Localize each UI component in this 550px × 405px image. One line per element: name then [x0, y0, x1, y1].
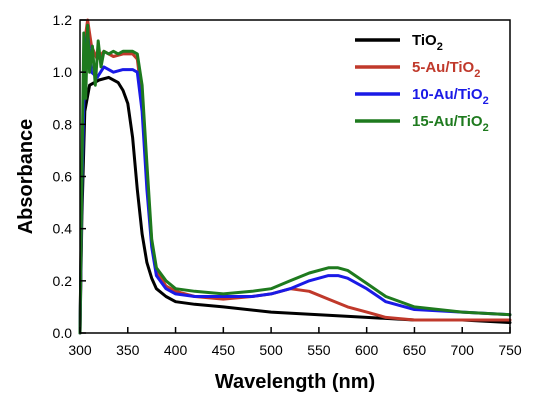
series-line-4 [78, 23, 512, 335]
legend: TiO2 5-Au/TiO2 10-Au/TiO2 15-Au/TiO2 [355, 32, 489, 134]
x-tick-label: 400 [164, 342, 188, 358]
x-tick-label: 600 [355, 342, 379, 358]
x-tick-label: 650 [403, 342, 427, 358]
y-tick-label: 0.6 [53, 169, 73, 185]
x-tick-label: 300 [68, 342, 92, 358]
series-line-3 [78, 31, 512, 335]
x-tick-label: 350 [116, 342, 140, 358]
x-axis-title: Wavelength (nm) [215, 371, 375, 393]
y-tick-label: 0.8 [53, 116, 73, 132]
series-line-1 [78, 75, 512, 335]
x-tick-label: 750 [498, 342, 522, 358]
legend-label-2: 5-Au/TiO2 [412, 59, 480, 80]
legend-label-4: 15-Au/TiO2 [412, 113, 489, 134]
x-tick-label: 450 [212, 342, 236, 358]
plot-lines [78, 18, 512, 335]
y-tick-label: 0.2 [53, 273, 73, 289]
y-tick-label: 1.2 [53, 12, 73, 28]
x-tick-label: 700 [451, 342, 475, 358]
y-tick-label: 1.0 [53, 64, 73, 80]
y-tick-label: 0.0 [53, 325, 73, 341]
legend-label-3: 10-Au/TiO2 [412, 86, 489, 107]
y-axis-title: Absorbance [15, 119, 37, 235]
tick-labels: 300 350 400 450 500 550 600 650 700 750 0.0 0.2 0.4 0… [53, 12, 522, 358]
y-tick-label: 0.4 [53, 221, 73, 237]
x-tick-label: 550 [307, 342, 331, 358]
legend-label-1: TiO2 [412, 32, 443, 53]
axis-ticks [79, 19, 511, 334]
x-tick-label: 500 [259, 342, 283, 358]
